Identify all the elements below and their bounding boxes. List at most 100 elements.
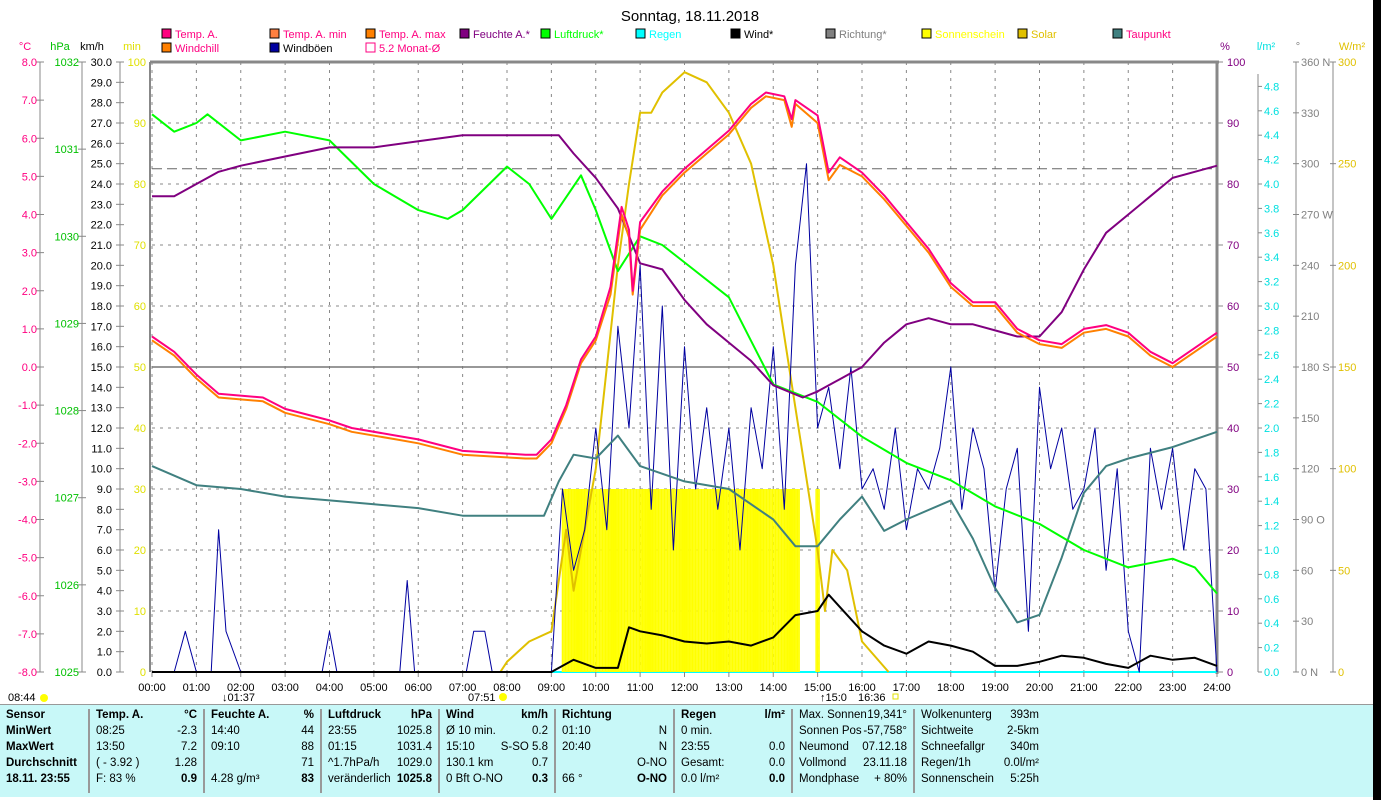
solar-tick-label: 300 (1338, 57, 1356, 69)
rain-tick-label: 2.4 (1264, 374, 1279, 386)
table-row: Ø 10 min. 0.2 (446, 725, 548, 741)
cell-label: F: 83 % (96, 773, 136, 785)
table-row: 66 ° O-NO (562, 773, 667, 789)
table-column: Max. Sonnen 19,341° Sonnen Pos -57,758° Neum… (793, 709, 915, 793)
sunshine-tick-label: 20 (134, 545, 146, 557)
table-row: Sichtweite 2-5km (921, 725, 1039, 741)
table-row: 09:10 88 (211, 741, 314, 757)
direction-tick-label: 210 (1301, 311, 1319, 323)
x-tick-label: 02:00 (227, 682, 255, 694)
humidity-tick-label: 70 (1227, 240, 1239, 252)
wind-tick-label: 6.0 (97, 545, 112, 557)
legend-swatch (269, 42, 280, 53)
pressure-unit-label: hPa (50, 41, 70, 53)
wind-tick-label: 0.0 (97, 667, 112, 679)
wind-tick-label: 10.0 (91, 464, 112, 476)
sunshine-tick-label: 100 (128, 57, 146, 69)
temp-tick-label: 7.0 (22, 95, 37, 107)
direction-tick-label: 150 (1301, 413, 1319, 425)
sunshine-tick-label: 90 (134, 118, 146, 130)
sunshine-tick-label: 40 (134, 423, 146, 435)
table-row: 23:55 0.0 (681, 741, 785, 757)
legend-label: Feuchte A.* (473, 29, 531, 41)
rain-tick-label: 0.4 (1264, 618, 1279, 630)
rain-tick-label: 4.6 (1264, 106, 1279, 118)
humidity-tick-label: 0 (1227, 667, 1233, 679)
direction-tick-label: 60 (1301, 565, 1313, 577)
cell-label: Wolkenunterg (921, 709, 992, 721)
legend-swatch (161, 42, 172, 53)
humidity-tick-label: 90 (1227, 118, 1239, 130)
temp-tick-label: 0.0 (22, 362, 37, 374)
temp-tick-label: 6.0 (22, 133, 37, 145)
cell-value: 19,341° (867, 709, 907, 721)
window-edge (1373, 0, 1381, 800)
wind-tick-label: 19.0 (91, 281, 112, 293)
solar-tick-label: 150 (1338, 362, 1356, 374)
cell-value: l/m² (764, 709, 785, 721)
wind-tick-label: 27.0 (91, 118, 112, 130)
legend-swatch (730, 28, 741, 39)
wind-tick-label: 1.0 (97, 647, 112, 659)
temp-tick-label: 8.0 (22, 57, 37, 69)
x-tick-label: 10:00 (582, 682, 610, 694)
table-row: 01:15 1031.4 (328, 741, 432, 757)
legend-label: Windchill (175, 43, 219, 55)
legend-label: Sonnenschein (935, 29, 1005, 41)
table-row: 23:55 1025.8 (328, 725, 432, 741)
sunshine-tick-label: 60 (134, 301, 146, 313)
x-tick-label: 03:00 (271, 682, 299, 694)
cell-label: Ø 10 min. (446, 725, 496, 737)
table-row: veränderlich 1025.8 (328, 773, 432, 789)
wind-tick-label: 14.0 (91, 382, 112, 394)
rain-tick-label: 0.0 (1264, 667, 1279, 679)
legend-label: Temp. A. max (379, 29, 446, 41)
solar-tick-label: 100 (1338, 464, 1356, 476)
series-line-temp-a (151, 91, 1218, 456)
table-column: Regen l/m² 0 min. 23:55 0.0 Gesamt: 0.0 0.0 l/m… (675, 709, 793, 793)
x-tick-label: 21:00 (1070, 682, 1098, 694)
rain-tick-label: 1.4 (1264, 496, 1279, 508)
table-row: Schneefallgr 340m (921, 741, 1039, 757)
cell-label: MaxWert (6, 741, 54, 753)
humidity-tick-label: 80 (1227, 179, 1239, 191)
cell-value: 0.2 (532, 725, 548, 737)
series-line-windchill (151, 95, 1218, 460)
temp-tick-label: 4.0 (22, 210, 37, 222)
rain-tick-label: 1.2 (1264, 521, 1279, 533)
x-tick-label: 17:00 (893, 682, 921, 694)
solar-tick-label: 200 (1338, 260, 1356, 272)
moon-icon (40, 694, 48, 702)
cell-value: O-NO (636, 773, 667, 785)
cell-label: Sonnen Pos (799, 725, 862, 737)
cell-label: Max. Sonnen (799, 709, 867, 721)
table-row: 20:40 N (562, 741, 667, 757)
direction-unit-label: ° (1296, 41, 1300, 53)
table-row: 0 min. (681, 725, 785, 741)
cell-value: 2-5km (1007, 725, 1039, 737)
temp-tick-label: -8.0 (18, 667, 37, 679)
direction-tick-label: 330 (1301, 108, 1319, 120)
wind-unit-label: km/h (80, 41, 104, 53)
cell-label: 15:10 (446, 741, 475, 753)
legend-label: Regen (649, 29, 681, 41)
temp-tick-label: -6.0 (18, 591, 37, 603)
legend-swatch (1112, 28, 1123, 39)
table-row: ^1.7hPa/h 1029.0 (328, 757, 432, 773)
direction-tick-label: 180 S (1301, 362, 1330, 374)
wind-tick-label: 25.0 (91, 159, 112, 171)
rain-tick-label: 3.2 (1264, 277, 1279, 289)
x-tick-label: 04:00 (316, 682, 344, 694)
rain-tick-label: 4.4 (1264, 130, 1279, 142)
table-row: Feuchte A.% (211, 709, 314, 725)
cell-value: N (658, 725, 667, 737)
solar-tick-label: 0 (1338, 667, 1344, 679)
table-row: 0 Bft O-NO 0.3 (446, 773, 548, 789)
legend-swatch (825, 28, 836, 39)
legend-label: Luftdruck* (554, 29, 604, 41)
x-tick-label: 11:00 (627, 682, 654, 694)
legend-swatch (365, 42, 376, 53)
cell-label: Durchschnitt (6, 757, 77, 769)
cell-label: Richtung (562, 709, 612, 721)
wind-tick-label: 4.0 (97, 586, 112, 598)
